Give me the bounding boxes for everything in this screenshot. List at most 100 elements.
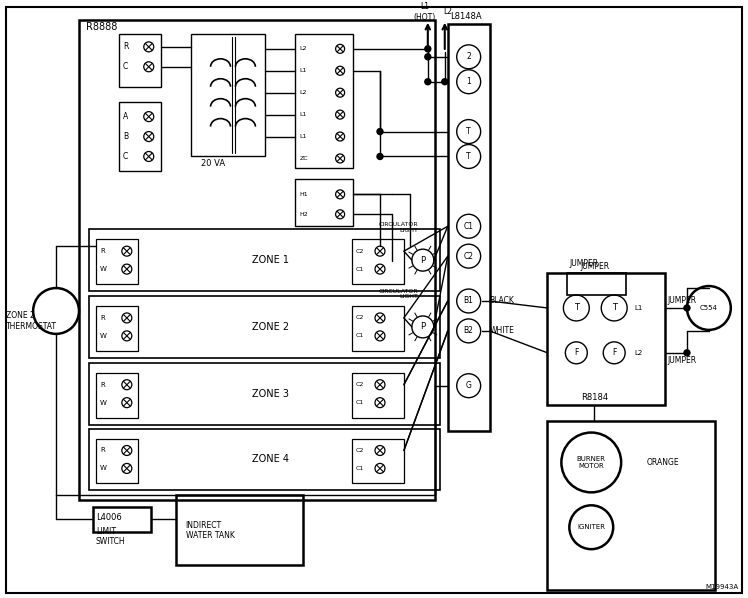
Text: C: C	[123, 152, 128, 161]
Text: L1: L1	[299, 134, 307, 139]
Bar	[295, 179, 353, 226]
Text: R: R	[123, 42, 128, 51]
Text: C2: C2	[356, 315, 364, 321]
Circle shape	[144, 62, 154, 72]
Text: W: W	[100, 465, 107, 471]
Text: P: P	[420, 255, 426, 265]
Text: 20 VA: 20 VA	[200, 159, 224, 168]
Text: ZONE 2
THERMOSTAT: ZONE 2 THERMOSTAT	[6, 311, 58, 331]
Text: ZONE 1: ZONE 1	[252, 255, 289, 265]
Text: CIRCULATOR
LIGHT: CIRCULATOR LIGHT	[378, 289, 418, 300]
Circle shape	[375, 446, 385, 456]
Circle shape	[375, 331, 385, 341]
Text: L2: L2	[634, 350, 643, 356]
Circle shape	[375, 313, 385, 323]
Text: JUMPER: JUMPER	[569, 258, 598, 268]
Circle shape	[603, 342, 625, 364]
Circle shape	[457, 214, 481, 238]
Text: ZONE 3: ZONE 3	[252, 389, 289, 399]
Circle shape	[336, 210, 345, 219]
Circle shape	[425, 79, 431, 85]
Text: 2: 2	[466, 52, 471, 62]
Bar	[352, 373, 404, 417]
Text: C1: C1	[464, 222, 473, 231]
Text: WHITE: WHITE	[490, 327, 515, 335]
Text: T: T	[466, 127, 471, 136]
Text: F: F	[574, 348, 578, 358]
Text: A: A	[123, 112, 128, 121]
Text: L1: L1	[634, 305, 643, 311]
Circle shape	[144, 42, 154, 52]
Text: L4006: L4006	[96, 512, 122, 522]
Text: BURNER
MOTOR: BURNER MOTOR	[577, 456, 606, 469]
Circle shape	[122, 446, 132, 456]
Circle shape	[122, 380, 132, 390]
Text: 1: 1	[466, 77, 471, 86]
Circle shape	[122, 264, 132, 274]
Circle shape	[457, 289, 481, 313]
Text: L2: L2	[299, 46, 307, 51]
Text: T: T	[466, 152, 471, 161]
Bar	[352, 438, 404, 483]
Bar	[96, 373, 138, 417]
Circle shape	[336, 132, 345, 141]
Text: CIRCULATOR
LIGHT: CIRCULATOR LIGHT	[378, 222, 418, 233]
Text: IGNITER: IGNITER	[577, 524, 605, 530]
Bar	[93, 507, 151, 532]
Bar	[448, 24, 490, 431]
Circle shape	[144, 151, 154, 161]
Circle shape	[569, 505, 613, 549]
Bar	[96, 438, 138, 483]
Text: JUMPER: JUMPER	[667, 297, 696, 306]
Circle shape	[375, 380, 385, 390]
Text: INDIRECT
WATER TANK: INDIRECT WATER TANK	[186, 520, 235, 540]
Text: C1: C1	[356, 333, 364, 338]
Bar	[96, 306, 138, 351]
Text: JUMPER: JUMPER	[580, 261, 610, 271]
Text: ZONE 2: ZONE 2	[252, 322, 289, 332]
Text: BLACK: BLACK	[490, 297, 515, 306]
Bar	[176, 495, 303, 565]
Circle shape	[375, 463, 385, 474]
Text: G: G	[466, 381, 472, 390]
Bar	[352, 306, 404, 351]
Circle shape	[336, 190, 345, 199]
Circle shape	[457, 244, 481, 268]
Text: C2: C2	[356, 249, 364, 254]
Circle shape	[457, 145, 481, 169]
Text: L1: L1	[299, 68, 307, 74]
Circle shape	[425, 54, 431, 60]
Circle shape	[122, 463, 132, 474]
Text: P: P	[420, 322, 426, 331]
Circle shape	[122, 246, 132, 256]
Text: L1: L1	[299, 112, 307, 117]
Text: C2: C2	[464, 252, 473, 261]
Text: R: R	[100, 447, 105, 453]
Text: M19943A: M19943A	[705, 584, 739, 590]
Text: C1: C1	[356, 466, 364, 471]
Text: H1: H1	[299, 192, 308, 197]
Text: T: T	[612, 303, 616, 313]
Text: R: R	[100, 248, 105, 254]
Bar	[548, 420, 715, 590]
Circle shape	[375, 264, 385, 274]
Bar	[191, 34, 266, 157]
Circle shape	[425, 46, 431, 52]
Circle shape	[442, 79, 448, 85]
Circle shape	[377, 129, 383, 135]
Circle shape	[122, 331, 132, 341]
Text: JUMPER: JUMPER	[667, 356, 696, 365]
Text: ORANGE: ORANGE	[647, 458, 680, 467]
Text: C554: C554	[700, 305, 718, 311]
Text: R: R	[100, 315, 105, 321]
Text: F: F	[612, 348, 616, 358]
Text: C1: C1	[356, 267, 364, 271]
Text: B2: B2	[464, 327, 473, 335]
Circle shape	[375, 398, 385, 408]
Circle shape	[336, 66, 345, 75]
Circle shape	[33, 288, 79, 334]
Text: R8888: R8888	[86, 22, 117, 32]
Text: B: B	[123, 132, 128, 141]
Circle shape	[563, 295, 589, 321]
Text: T: T	[574, 303, 579, 313]
